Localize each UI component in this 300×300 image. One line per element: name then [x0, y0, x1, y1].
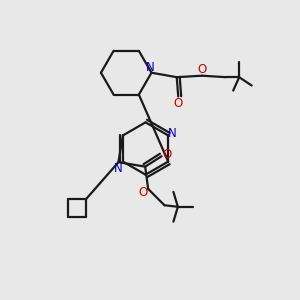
Text: O: O — [162, 148, 172, 161]
Text: N: N — [146, 61, 154, 74]
Text: O: O — [138, 186, 147, 199]
Text: O: O — [174, 97, 183, 110]
Text: O: O — [198, 63, 207, 76]
Text: N: N — [168, 127, 177, 140]
Text: N: N — [113, 162, 122, 175]
